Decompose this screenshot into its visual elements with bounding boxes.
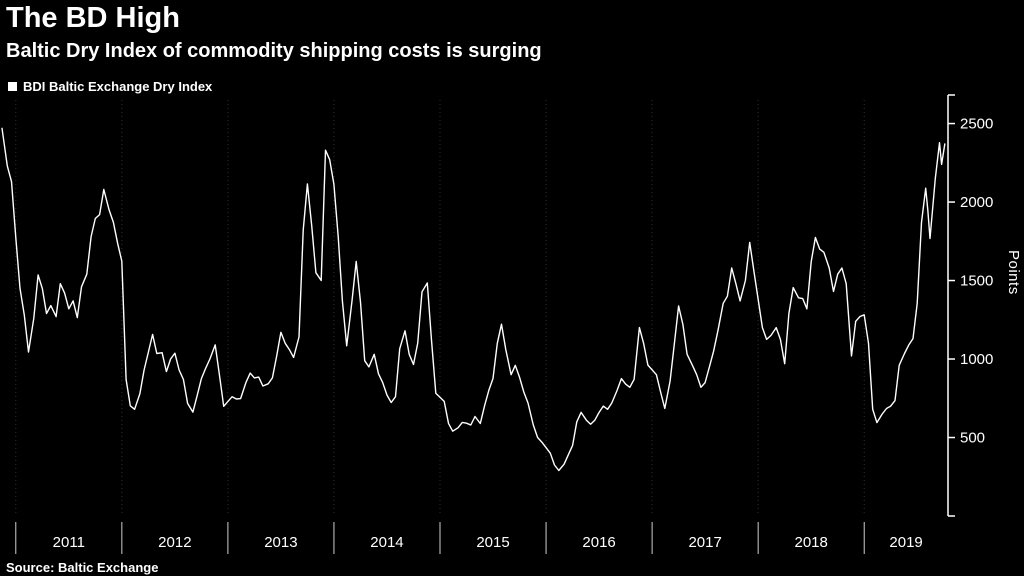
x-tick-label: 2018: [795, 534, 828, 551]
legend-label: BDI Baltic Exchange Dry Index: [23, 79, 213, 94]
x-tick-label: 2017: [688, 534, 721, 551]
x-tick-label: 2012: [158, 534, 191, 551]
y-tick-label: 1500: [960, 273, 993, 290]
legend-swatch-icon: [8, 82, 17, 91]
x-tick-label: 2011: [53, 534, 85, 551]
legend: BDI Baltic Exchange Dry Index: [8, 79, 212, 94]
x-tick-label: 2013: [264, 534, 297, 551]
y-axis-title: Points: [1005, 250, 1022, 295]
x-tick-label: 2014: [370, 534, 403, 551]
x-tick-label: 2015: [476, 534, 509, 551]
series-line-bdi: [1, 127, 946, 472]
x-tick-label: 2019: [889, 534, 922, 551]
source-note: Source: Baltic Exchange: [6, 560, 159, 575]
x-tick-label: 2016: [582, 534, 615, 551]
y-tick-label: 2000: [960, 194, 993, 211]
y-tick-label: 2500: [960, 116, 993, 133]
page-title: The BD High: [6, 2, 180, 34]
chart-subtitle: Baltic Dry Index of commodity shipping c…: [6, 40, 542, 62]
y-tick-label: 1000: [960, 351, 993, 368]
y-tick-label: 500: [960, 430, 985, 447]
